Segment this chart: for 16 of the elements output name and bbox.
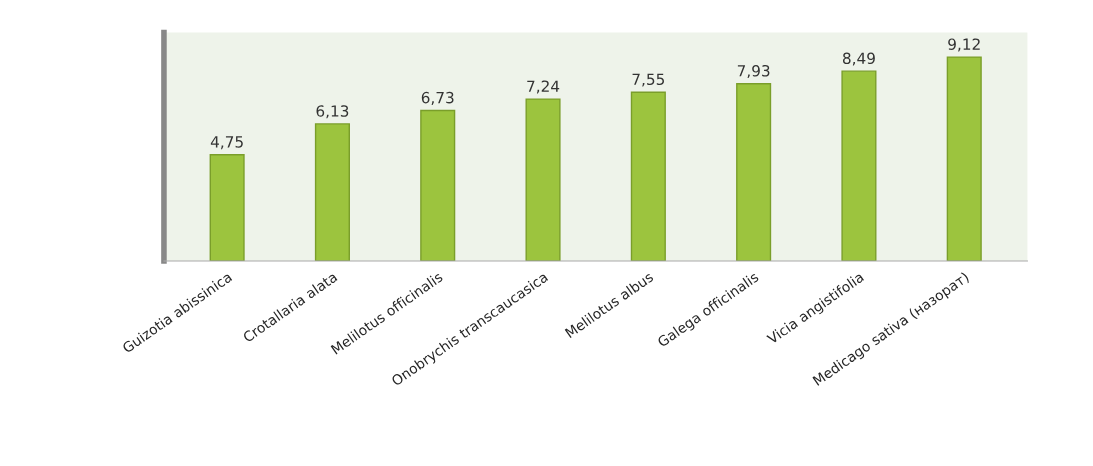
bar — [630, 91, 666, 261]
data-label: 4,75 — [210, 136, 243, 150]
data-label: 8,49 — [842, 52, 875, 66]
data-label: 9,12 — [948, 38, 980, 52]
bar — [946, 56, 982, 261]
bar — [736, 82, 772, 261]
data-label: 7,93 — [737, 65, 770, 79]
bar — [841, 70, 877, 261]
data-label: 7,24 — [527, 80, 560, 94]
bar — [209, 154, 245, 261]
bar — [314, 123, 350, 261]
data-label: 6,13 — [316, 105, 349, 119]
bar — [525, 98, 561, 261]
data-label: 6,73 — [421, 91, 454, 105]
data-label: 7,55 — [632, 73, 665, 87]
bar — [420, 109, 456, 261]
